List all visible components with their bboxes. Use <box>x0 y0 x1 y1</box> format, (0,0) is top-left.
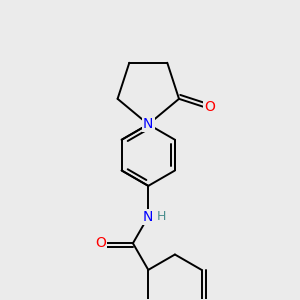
Text: N: N <box>143 210 154 224</box>
Text: N: N <box>143 117 154 131</box>
Text: O: O <box>205 100 215 114</box>
Text: H: H <box>157 210 166 223</box>
Text: O: O <box>95 236 106 250</box>
